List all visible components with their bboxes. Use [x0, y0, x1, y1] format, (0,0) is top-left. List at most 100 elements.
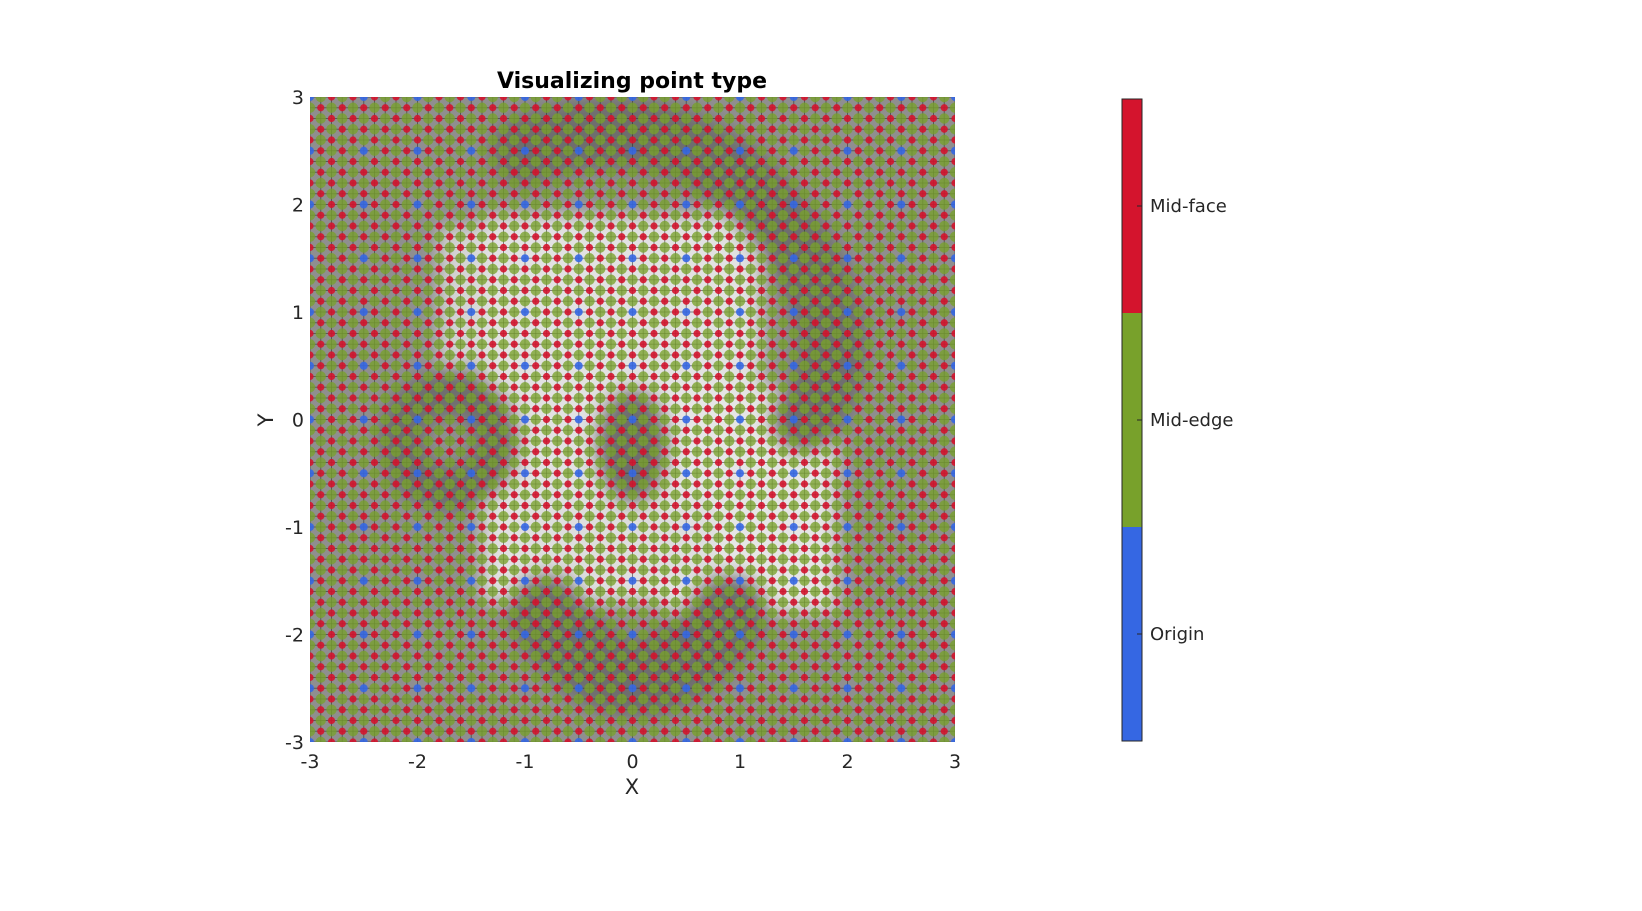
point-mid-face — [403, 706, 411, 714]
point-mid-edge — [347, 511, 359, 522]
point-mid-edge — [380, 177, 391, 189]
point-mid-face — [843, 437, 852, 445]
point-mid-face — [768, 297, 776, 305]
point-mid-edge — [788, 650, 799, 662]
point-mid-edge — [638, 693, 649, 705]
point-mid-face — [725, 641, 733, 649]
point-mid-edge — [358, 500, 369, 511]
point-origin — [574, 415, 583, 424]
point-mid-edge — [552, 435, 563, 447]
point-mid-edge — [906, 317, 918, 328]
point-mid-face — [489, 620, 497, 628]
point-mid-face — [532, 254, 540, 262]
point-mid-edge — [337, 242, 348, 253]
point-mid-edge — [337, 607, 348, 619]
point-mid-edge — [745, 650, 756, 662]
point-mid-face — [919, 233, 927, 241]
point-mid-edge — [810, 693, 821, 705]
point-mid-face — [822, 673, 830, 682]
point-mid-edge — [681, 650, 692, 662]
point-mid-edge — [562, 661, 574, 672]
point-mid-face — [639, 125, 647, 133]
point-mid-face — [370, 566, 379, 574]
point-mid-edge — [315, 220, 326, 232]
point-mid-edge — [519, 274, 531, 285]
point-mid-face — [489, 598, 497, 606]
point-mid-face — [714, 136, 723, 144]
point-mid-edge — [616, 113, 627, 124]
point-mid-face — [317, 491, 325, 499]
point-mid-edge — [605, 145, 617, 156]
point-mid-edge — [455, 102, 466, 113]
point-mid-edge — [788, 242, 799, 253]
point-mid-face — [435, 114, 443, 123]
point-mid-face — [327, 372, 336, 381]
point-mid-face — [951, 587, 955, 596]
point-mid-face — [768, 276, 776, 284]
point-mid-face — [521, 501, 529, 510]
point-mid-edge — [949, 597, 955, 608]
point-mid-edge — [863, 317, 875, 328]
point-mid-edge — [401, 328, 412, 339]
point-mid-face — [736, 566, 744, 574]
point-mid-edge — [659, 177, 670, 189]
point-mid-edge — [487, 134, 498, 146]
point-mid-face — [370, 372, 379, 381]
point-origin — [413, 523, 422, 531]
point-mid-edge — [820, 532, 832, 543]
point-mid-face — [338, 211, 346, 219]
point-mid-edge — [541, 618, 552, 629]
point-mid-face — [736, 501, 744, 510]
point-mid-face — [618, 555, 626, 563]
point-mid-edge — [498, 210, 509, 221]
point-mid-face — [575, 233, 583, 241]
point-mid-face — [628, 351, 637, 359]
point-mid-edge — [433, 640, 445, 651]
point-mid-face — [413, 587, 422, 596]
point-mid-face — [392, 673, 400, 682]
point-mid-edge — [444, 156, 455, 167]
point-mid-edge — [777, 425, 789, 436]
point-mid-face — [628, 372, 637, 381]
point-mid-face — [951, 437, 955, 445]
point-mid-edge — [326, 597, 337, 608]
point-mid-face — [854, 190, 862, 198]
point-mid-edge — [939, 285, 950, 296]
point-mid-edge — [358, 435, 369, 447]
point-mid-face — [854, 340, 862, 348]
point-mid-face — [779, 738, 787, 742]
point-mid-edge — [756, 231, 767, 242]
point-mid-face — [876, 405, 884, 413]
point-mid-face — [951, 351, 955, 359]
point-mid-face — [886, 458, 895, 467]
point-mid-face — [542, 501, 551, 510]
point-mid-edge — [530, 457, 541, 468]
point-origin — [951, 97, 955, 101]
point-mid-face — [456, 265, 465, 273]
point-mid-face — [370, 265, 379, 273]
point-mid-face — [575, 598, 583, 606]
point-mid-face — [833, 147, 841, 155]
point-mid-face — [532, 727, 540, 735]
point-mid-edge — [853, 715, 864, 726]
point-mid-edge — [347, 661, 359, 672]
point-mid-edge — [315, 97, 326, 103]
point-mid-edge — [315, 629, 326, 640]
point-mid-edge — [767, 521, 778, 533]
point-mid-edge — [358, 478, 369, 490]
point-mid-face — [822, 695, 830, 703]
point-mid-edge — [917, 586, 928, 597]
point-mid-edge — [939, 392, 950, 404]
point-mid-face — [747, 254, 755, 262]
point-mid-edge — [659, 629, 670, 640]
point-mid-edge — [745, 500, 756, 511]
point-mid-face — [757, 286, 766, 295]
point-mid-edge — [541, 403, 552, 414]
point-mid-edge — [530, 736, 541, 742]
point-mid-face — [585, 716, 594, 725]
point-mid-edge — [562, 274, 574, 285]
point-mid-edge — [949, 489, 955, 500]
point-mid-edge — [595, 242, 606, 253]
point-mid-edge — [498, 382, 509, 393]
point-mid-edge — [939, 306, 950, 318]
